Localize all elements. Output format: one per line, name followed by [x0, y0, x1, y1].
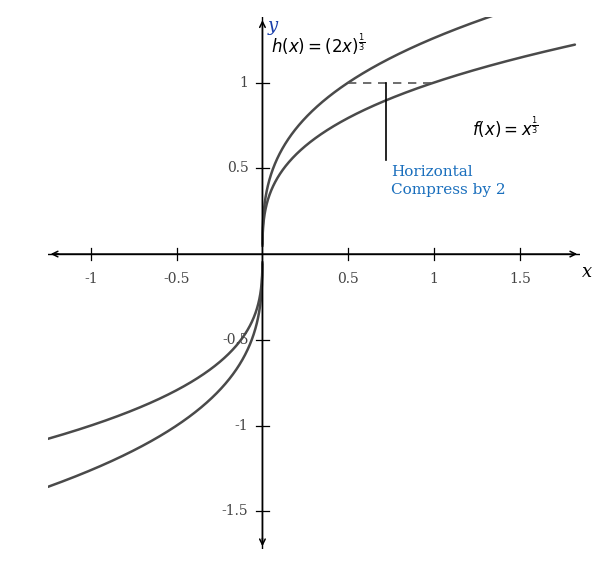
- Text: 1: 1: [240, 76, 248, 90]
- Text: -0.5: -0.5: [222, 333, 248, 347]
- Text: y: y: [267, 17, 277, 35]
- Text: 0.5: 0.5: [337, 272, 359, 286]
- Text: -1: -1: [84, 272, 97, 286]
- Text: 0.5: 0.5: [227, 161, 248, 175]
- Text: x: x: [582, 262, 592, 281]
- Text: $f(x)=x^{\frac{1}{3}}$: $f(x)=x^{\frac{1}{3}}$: [472, 114, 539, 140]
- Text: -1.5: -1.5: [222, 505, 248, 518]
- Text: 1: 1: [430, 272, 438, 286]
- Text: -0.5: -0.5: [163, 272, 190, 286]
- Text: -1: -1: [235, 418, 248, 432]
- Text: 1.5: 1.5: [509, 272, 531, 286]
- Text: $h(x)=(2x)^{\frac{1}{3}}$: $h(x)=(2x)^{\frac{1}{3}}$: [271, 31, 365, 57]
- Text: Horizontal
Compress by 2: Horizontal Compress by 2: [391, 165, 506, 197]
